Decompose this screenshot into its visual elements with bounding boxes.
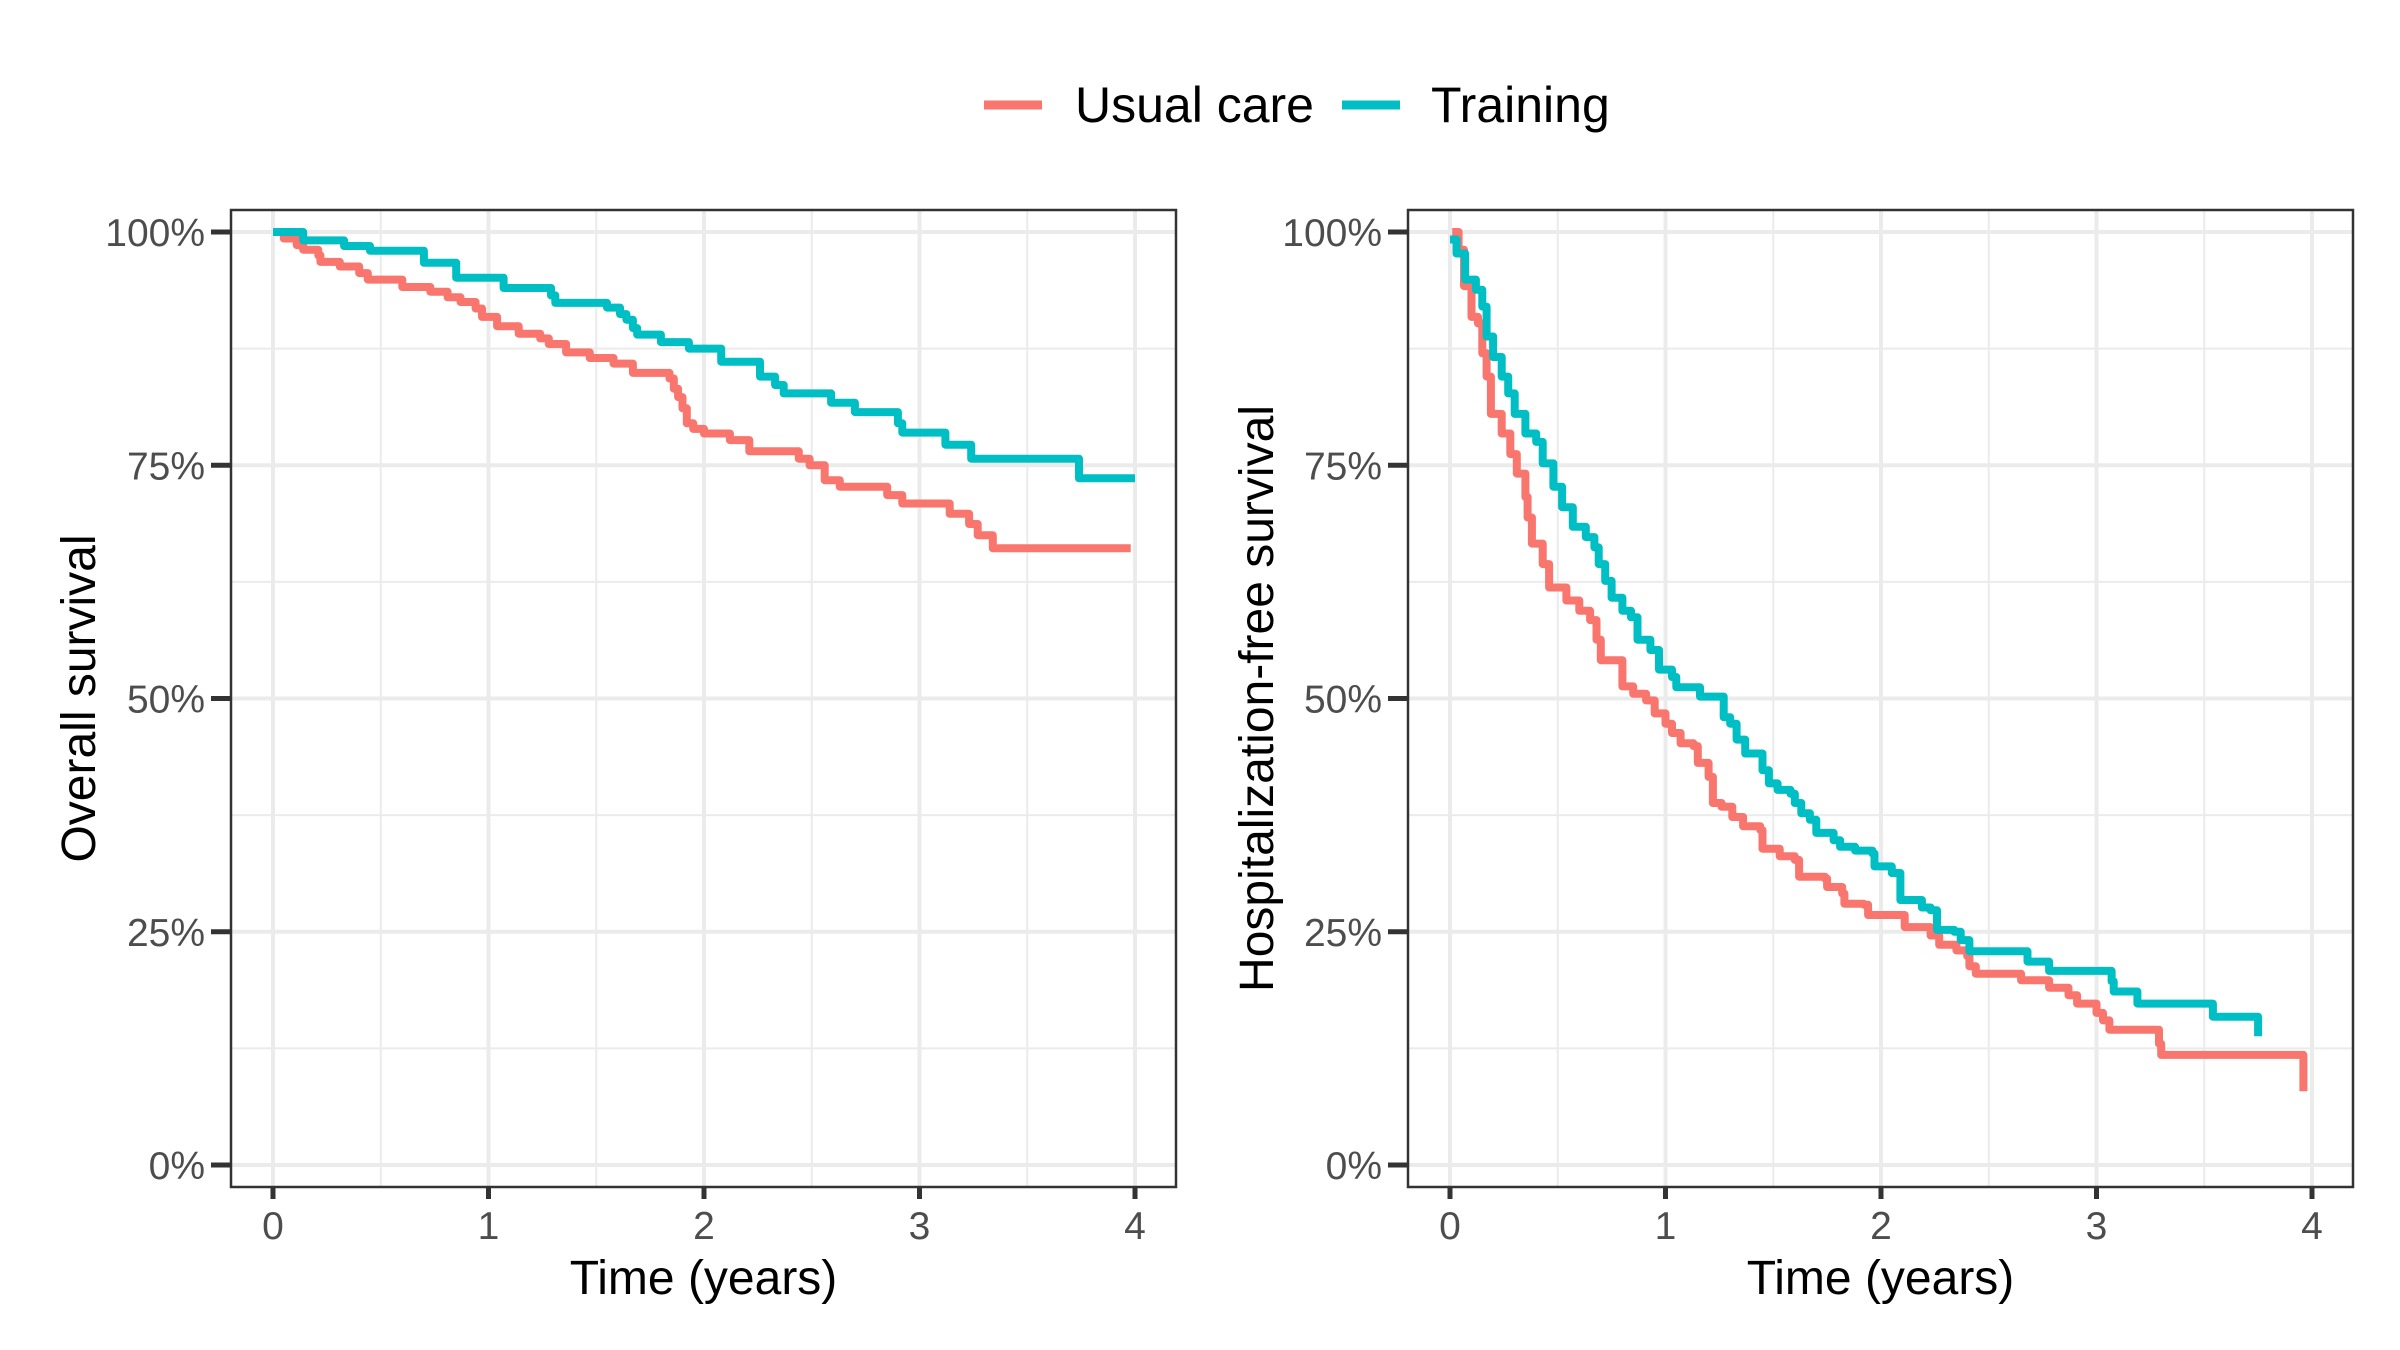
y-tick-label: 0% (149, 1145, 205, 1188)
y-tick-label: 0% (1326, 1145, 1382, 1188)
series-line-usual-care (273, 228, 1131, 553)
y-tick-label: 25% (127, 912, 205, 955)
y-axis: 0% 25% 50% 75% 100% (105, 212, 231, 1188)
x-tick-label: 0 (1439, 1205, 1461, 1248)
y-tick-label: 50% (1304, 679, 1382, 722)
gridlines (231, 210, 1176, 1187)
y-tick-label: 100% (105, 212, 205, 255)
y-tick-label: 75% (127, 445, 205, 488)
series-line-training (1450, 235, 2263, 1037)
x-axis: 0 1 2 3 4 (262, 1187, 1146, 1248)
legend-item-usual-care: Usual care (984, 77, 1314, 133)
y-axis-title: Overall survival (53, 534, 106, 862)
y-tick-label: 75% (1304, 445, 1382, 488)
y-tick-label: 100% (1282, 212, 1382, 255)
series-group (1450, 228, 2308, 1092)
x-tick-label: 3 (2086, 1205, 2108, 1248)
x-tick-label: 1 (1655, 1205, 1677, 1248)
series-group (273, 228, 1135, 553)
series-line-training (273, 228, 1135, 483)
x-tick-label: 4 (2301, 1205, 2323, 1248)
x-tick-label: 2 (1870, 1205, 1892, 1248)
legend-item-training: Training (1342, 77, 1610, 133)
y-tick-label: 50% (127, 679, 205, 722)
x-axis-title: Time (years) (1747, 1252, 2015, 1305)
y-tick-label: 25% (1304, 912, 1382, 955)
x-tick-label: 3 (909, 1205, 931, 1248)
legend-label-training: Training (1431, 77, 1610, 133)
y-axis-title: Hospitalization-free survival (1231, 405, 1284, 992)
x-axis-title: Time (years) (570, 1252, 838, 1305)
x-axis: 0 1 2 3 4 (1439, 1187, 2323, 1248)
x-tick-label: 4 (1124, 1205, 1146, 1248)
series-line-usual-care (1452, 228, 2308, 1092)
panel-overall-survival: 0% 25% 50% 75% 100% 0 1 2 3 4 Time (years) Overa… (53, 208, 1178, 1305)
gridlines (1408, 210, 2353, 1187)
y-axis: 0% 25% 50% 75% 100% (1282, 212, 1408, 1188)
panel-hospitalization-free-survival: 0% 25% 50% 75% 100% 0 1 2 3 4 Time (years) Hospi… (1231, 208, 2355, 1305)
legend: Usual care Training (984, 77, 1610, 133)
x-tick-label: 1 (478, 1205, 500, 1248)
legend-label-usual-care: Usual care (1075, 77, 1314, 133)
x-tick-label: 0 (262, 1205, 284, 1248)
x-tick-label: 2 (693, 1205, 715, 1248)
